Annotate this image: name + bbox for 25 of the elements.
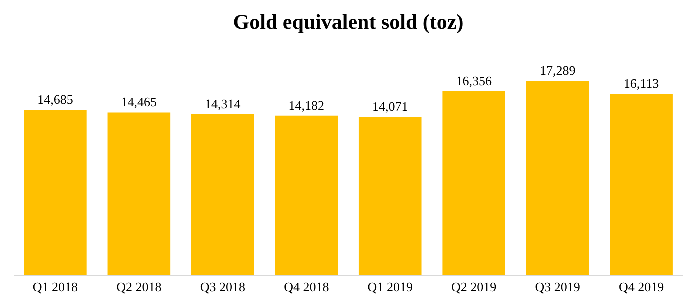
data-label: 16,113	[624, 76, 660, 92]
x-tick-label: Q1 2019	[368, 280, 413, 294]
x-tick-label: Q4 2018	[284, 280, 330, 294]
x-tick-label: Q2 2018	[116, 280, 162, 294]
x-tick-label: Q3 2019	[535, 280, 580, 294]
bar	[358, 117, 422, 275]
bar	[442, 91, 506, 275]
data-label: 14,685	[38, 92, 74, 108]
bar	[192, 114, 254, 275]
x-tick-label: Q2 2019	[452, 280, 497, 294]
data-label: 14,182	[288, 98, 325, 113]
data-label: 17,289	[540, 63, 576, 78]
chart-title: Gold equivalent sold (toz)	[233, 10, 464, 34]
x-tick-label: Q3 2018	[200, 280, 246, 294]
data-label: 14,071	[372, 99, 408, 114]
x-tick-label: Q1 2018	[32, 280, 78, 294]
data-label: 16,356	[456, 73, 492, 88]
data-label: 14,314	[205, 96, 242, 112]
bar	[275, 116, 338, 275]
data-label: 14,465	[121, 94, 158, 110]
bar	[24, 110, 87, 275]
bar	[108, 112, 171, 275]
bar	[610, 94, 673, 275]
bar	[526, 81, 590, 275]
x-tick-label: Q4 2019	[618, 280, 664, 294]
